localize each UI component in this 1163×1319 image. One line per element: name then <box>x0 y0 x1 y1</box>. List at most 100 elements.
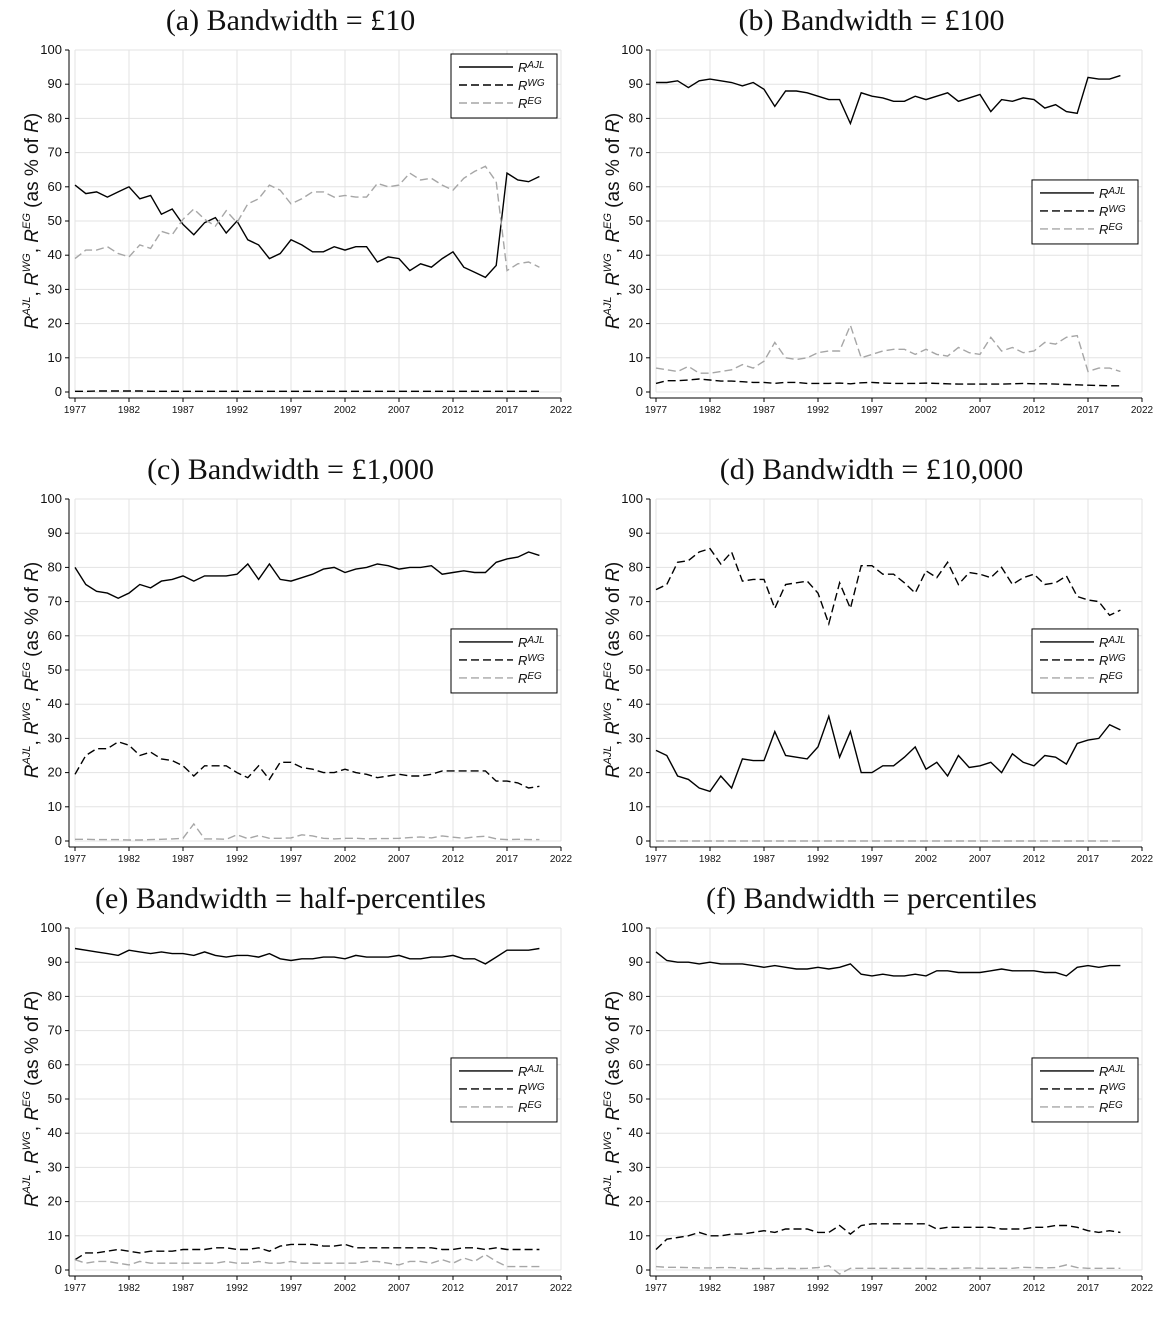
chart-svg: 0 10 20 30 40 50 60 70 80 90 100 1977 1982 1987 1992 19… <box>21 42 573 416</box>
y-tick-label: 70 <box>629 594 643 609</box>
series-line-eg <box>655 1264 1121 1275</box>
series-line-eg <box>74 165 540 272</box>
legend-label-base: R <box>1099 222 1108 237</box>
y-tick-label: 0 <box>636 833 643 848</box>
x-tick-label: 1977 <box>64 1283 87 1294</box>
y-axis-label-superscript: EG <box>21 662 33 678</box>
legend-label-base: R <box>518 671 527 686</box>
y-tick-label: 30 <box>48 730 62 745</box>
legend-box <box>450 1057 558 1123</box>
y-tick-label: 60 <box>629 628 643 643</box>
legend-label-base: R <box>1099 204 1108 219</box>
x-tick-label: 1987 <box>753 405 776 416</box>
x-tick-label: 1997 <box>280 1283 303 1294</box>
y-tick-label: 50 <box>629 662 643 677</box>
x-tick-label: 2012 <box>1023 405 1046 416</box>
y-tick-label: 40 <box>629 1125 643 1140</box>
x-tick-label: 2017 <box>1077 854 1100 865</box>
y-tick-label: 20 <box>629 316 643 331</box>
y-tick-label: 0 <box>636 384 643 399</box>
y-tick-label: 100 <box>621 920 643 935</box>
legend-label-base: R <box>518 78 527 93</box>
legend-box <box>450 628 558 694</box>
y-axis-label-superscript: WG <box>602 702 614 721</box>
series-line-wg <box>655 547 1121 627</box>
y-axis-label-symbol: R <box>603 568 624 582</box>
legend-label-wg: RWG <box>518 653 545 668</box>
y-tick-label: 20 <box>48 316 62 331</box>
x-tick-label: 2022 <box>550 1283 573 1294</box>
y-axis-label-separator: , <box>22 692 43 703</box>
legend-label-base: R <box>518 1100 527 1115</box>
chart-svg: 0 10 20 30 40 50 60 70 80 90 100 1977 1982 1987 1992 19… <box>602 42 1154 416</box>
chart-panel-c: (c) Bandwidth = £1,000 0 10 20 30 40 50 60 70 80… <box>0 449 581 888</box>
x-tick-label: 2017 <box>496 1283 519 1294</box>
chart-panel-e: (e) Bandwidth = half-percentiles 0 10 20 30… <box>0 878 581 1317</box>
x-tick-label: 1992 <box>226 1283 249 1294</box>
x-tick-label: 2012 <box>442 854 465 865</box>
x-tick-label: 2022 <box>1131 854 1154 865</box>
legend-label-base: R <box>518 1082 527 1097</box>
y-tick-label: 80 <box>629 988 643 1003</box>
y-axis-label-superscript: WG <box>602 1131 614 1150</box>
y-tick-label: 60 <box>48 628 62 643</box>
x-tick-label: 1987 <box>753 1283 776 1294</box>
x-tick-label: 2002 <box>915 854 938 865</box>
y-axis-label-superscript: AJL <box>602 297 614 317</box>
x-tick-label: 2007 <box>969 405 992 416</box>
legend-label-base: R <box>518 96 527 111</box>
legend-label-wg: RWG <box>518 78 545 93</box>
x-tick-label: 1982 <box>118 1283 141 1294</box>
y-axis-label-superscript: EG <box>602 213 614 229</box>
legend-label-base: R <box>1099 186 1108 201</box>
y-axis-label-separator: , <box>603 1121 624 1132</box>
chart-title: (b) Bandwidth = £100 <box>738 4 1005 37</box>
legend-box <box>1031 1057 1139 1123</box>
y-axis-label-symbol: R <box>22 1193 43 1207</box>
y-axis-label-tail: ) <box>22 113 43 119</box>
x-tick-label: 1997 <box>861 854 884 865</box>
y-axis-label-symbol: R <box>22 272 43 286</box>
x-tick-label: 1992 <box>226 405 249 416</box>
x-tick-label: 1977 <box>645 405 668 416</box>
legend-label-ajl: RAJL <box>1099 186 1126 201</box>
series-line-wg <box>655 1223 1121 1251</box>
series-line-ajl <box>74 551 540 599</box>
y-tick-label: 80 <box>629 559 643 574</box>
x-tick-label: 2007 <box>969 854 992 865</box>
legend-label-superscript: WG <box>527 653 544 664</box>
legend-label-superscript: WG <box>1108 204 1125 215</box>
y-axis-label-superscript: WG <box>21 702 33 721</box>
y-axis-label-symbol: R <box>22 119 43 133</box>
y-axis-label-separator: , <box>603 286 624 297</box>
y-axis-label-separator: , <box>603 243 624 254</box>
series-line-wg <box>74 1243 540 1261</box>
y-axis-label-superscript: AJL <box>602 746 614 766</box>
y-tick-label: 40 <box>48 696 62 711</box>
y-axis-label-superscript: WG <box>21 253 33 272</box>
series-line-wg <box>655 378 1121 387</box>
x-tick-label: 2012 <box>442 405 465 416</box>
y-axis-label-separator: , <box>603 1164 624 1175</box>
y-tick-label: 0 <box>55 833 62 848</box>
y-tick-label: 70 <box>48 1023 62 1038</box>
y-axis-label-symbol: R <box>22 568 43 582</box>
y-axis-label: RAJL, RWG, REG (as % of R) <box>602 991 624 1207</box>
chart-title: (c) Bandwidth = £1,000 <box>147 453 434 486</box>
x-tick-label: 2022 <box>1131 1283 1154 1294</box>
series-line-ajl <box>74 171 540 279</box>
legend-box <box>450 53 558 119</box>
y-axis-label: RAJL, RWG, REG (as % of R) <box>21 113 43 329</box>
y-axis-label-symbol: R <box>603 721 624 735</box>
legend-label-superscript: AJL <box>1107 635 1125 646</box>
x-tick-label: 2017 <box>496 405 519 416</box>
y-tick-label: 90 <box>48 76 62 91</box>
legend-label-base: R <box>518 60 527 75</box>
legend-label-wg: RWG <box>518 1082 545 1097</box>
x-tick-label: 2007 <box>388 405 411 416</box>
legend-label-superscript: WG <box>1108 1082 1125 1093</box>
y-axis-label-separator: , <box>22 286 43 297</box>
y-tick-label: 90 <box>48 954 62 969</box>
y-tick-label: 100 <box>40 920 62 935</box>
y-axis-label-symbol: R <box>603 678 624 692</box>
